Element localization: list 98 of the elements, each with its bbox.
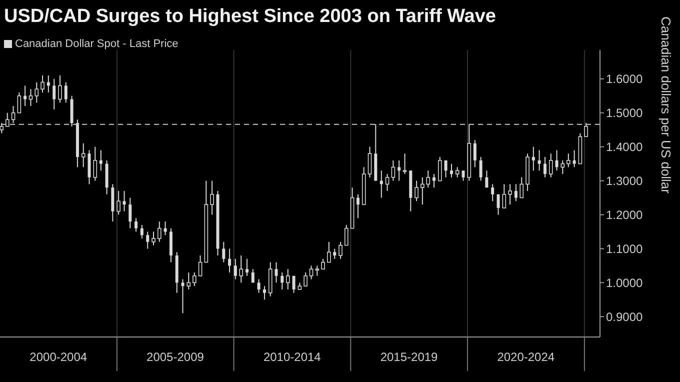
y-tick-label: 1.0000 <box>606 276 644 290</box>
candlestick <box>34 82 39 104</box>
candlestick <box>385 173 390 192</box>
candlestick <box>560 160 565 174</box>
candlestick <box>450 163 453 178</box>
y-tick-label: 1.3000 <box>606 174 644 188</box>
candlestick <box>257 278 260 294</box>
candlestick <box>157 221 162 242</box>
candlestick <box>186 272 191 290</box>
candlestick <box>105 160 108 195</box>
candlestick <box>222 241 226 263</box>
candlestick <box>140 224 144 240</box>
candlestick <box>286 268 290 290</box>
candlestick <box>234 258 237 280</box>
candlestick <box>304 272 308 287</box>
chart-title: USD/CAD Surges to Highest Since 2003 on Tariff Wave <box>4 6 496 28</box>
candlestick <box>344 224 348 246</box>
candlestick <box>52 78 56 110</box>
candlestick <box>228 248 232 273</box>
candlestick <box>122 190 126 212</box>
candlestick <box>128 197 132 229</box>
candlestick <box>555 150 558 172</box>
candlestick <box>479 156 482 182</box>
candlestick <box>543 156 546 178</box>
candlestick <box>444 160 448 178</box>
x-tick-label: 2020-2024 <box>497 350 555 364</box>
candlestick <box>327 241 331 263</box>
candlestick <box>402 153 407 174</box>
candlestick <box>40 74 44 93</box>
candlestick <box>70 95 74 127</box>
candlestick <box>246 258 249 276</box>
candlestick <box>262 286 266 300</box>
candlestick <box>321 258 325 270</box>
candlestick <box>309 265 314 280</box>
candlestick <box>508 184 512 206</box>
x-tick-label: 2000-2004 <box>30 350 88 364</box>
x-tick-label: 2010-2014 <box>263 350 322 364</box>
candlestick <box>210 180 214 216</box>
candlestick <box>169 228 172 263</box>
x-tick-label: 2005-2009 <box>146 350 204 364</box>
candlestick <box>572 150 576 168</box>
candlestick <box>116 190 120 216</box>
candlestick <box>333 248 336 260</box>
candlestick <box>473 140 476 168</box>
candlestick <box>532 146 535 172</box>
candlestick <box>462 170 465 182</box>
candlestick <box>88 150 91 185</box>
candlestick <box>146 231 150 250</box>
y-tick-label: 1.2000 <box>606 208 644 222</box>
candlestick <box>338 241 342 260</box>
candlestick <box>111 184 114 222</box>
candlestick <box>496 194 500 216</box>
y-tick-label: 0.9000 <box>606 310 644 324</box>
candlestick <box>181 278 184 314</box>
candlestick <box>548 153 553 178</box>
candlestick <box>192 272 196 287</box>
y-tick-label: 1.1000 <box>606 242 644 256</box>
candlestick <box>485 170 488 188</box>
candlestick <box>538 150 541 172</box>
candlestick <box>198 254 202 276</box>
candlestick <box>491 184 494 202</box>
candlestick <box>391 160 396 182</box>
y-tick-label: 1.5000 <box>606 106 644 120</box>
candlestick <box>356 194 360 219</box>
candlestick <box>58 74 62 104</box>
candlestick <box>315 265 320 276</box>
candlestick <box>64 82 68 104</box>
candlestick <box>514 184 518 202</box>
x-tick-label: 2015-2019 <box>380 350 438 364</box>
candlestick <box>268 262 272 297</box>
candlestick <box>239 254 244 284</box>
candlestick <box>5 112 10 127</box>
candlestick <box>28 88 33 107</box>
candlestick <box>438 156 442 182</box>
candlestick <box>251 268 254 284</box>
candlestick <box>368 146 372 178</box>
candlestick <box>11 106 16 124</box>
y-tick-label: 1.4000 <box>606 140 644 154</box>
candlestick <box>17 92 22 114</box>
y-axis-title: Canadian dollars per US dollar <box>658 16 674 194</box>
candlestick <box>432 173 436 188</box>
candlestick <box>520 176 524 198</box>
candlestick <box>566 153 570 168</box>
candlestick <box>584 122 588 138</box>
candlestick <box>81 142 86 168</box>
legend-label: Canadian Dollar Spot - Last Price <box>15 38 178 50</box>
candlestick <box>398 160 401 182</box>
candlestick <box>93 146 98 182</box>
candlestick <box>280 272 284 290</box>
candlestick <box>99 150 102 172</box>
candlestick <box>274 262 278 284</box>
candlestick <box>414 180 418 202</box>
candlestick <box>502 184 506 208</box>
candlestick <box>134 218 138 232</box>
candlestick <box>455 166 460 178</box>
y-tick-label: 1.6000 <box>606 72 644 86</box>
candlestick <box>292 275 296 294</box>
candlestick <box>152 231 156 246</box>
